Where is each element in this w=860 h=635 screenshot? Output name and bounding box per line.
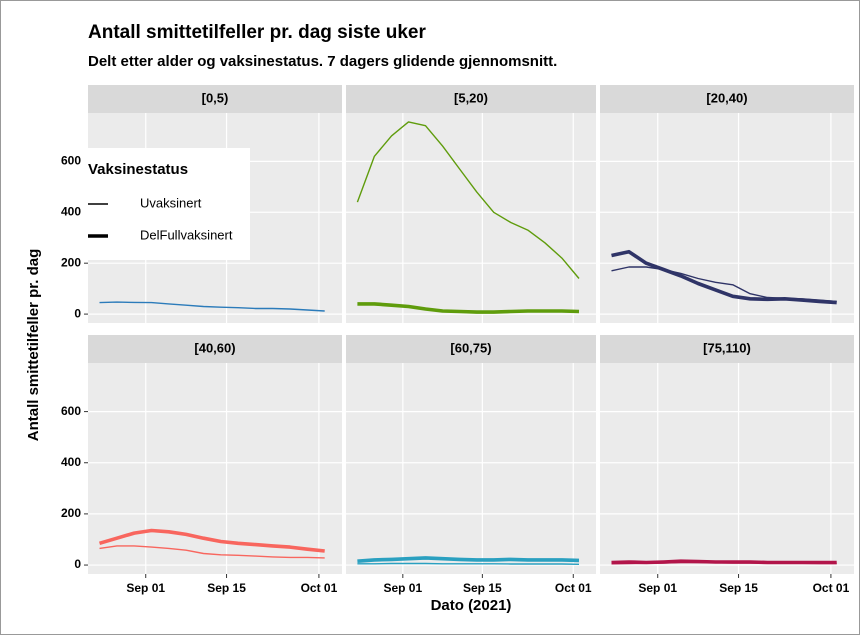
x-tick-label: Sep 15 — [719, 581, 758, 595]
facet-strip — [88, 85, 342, 113]
panel — [346, 363, 596, 574]
x-tick-label: Sep 01 — [383, 581, 422, 595]
chart-title: Antall smittetilfeller pr. dag siste uke… — [88, 22, 426, 43]
facet-label: [75,110) — [703, 340, 751, 355]
legend: Vaksinestatus Uvaksinert DelFullvaksinert — [82, 148, 250, 260]
y-tick-label: 200 — [61, 506, 81, 520]
series-line — [357, 562, 580, 565]
x-tick-label: Oct 01 — [301, 581, 338, 595]
series-line — [611, 249, 837, 305]
y-axis-label: Antall smittetilfeller pr. dag — [25, 249, 42, 442]
x-tick-label: Sep 01 — [126, 581, 165, 595]
series-line — [99, 301, 325, 312]
facet-strip — [346, 85, 596, 113]
legend-label: Uvaksinert — [140, 195, 202, 210]
series-line — [611, 559, 837, 565]
series-line — [356, 121, 580, 279]
series-line — [357, 556, 580, 563]
x-tick-label: Sep 15 — [463, 581, 502, 595]
panel — [346, 113, 596, 323]
x-tick-label: Oct 01 — [555, 581, 592, 595]
series-line — [99, 545, 325, 559]
facet-label: [5,20) — [454, 90, 488, 105]
panel — [600, 363, 854, 574]
y-tick-label: 400 — [61, 204, 81, 218]
facet-strip — [600, 85, 854, 113]
x-tick-label: Sep 15 — [207, 581, 246, 595]
series-line — [357, 302, 580, 314]
series-line — [98, 528, 325, 553]
y-tick-label: 0 — [74, 557, 81, 571]
legend-title: Vaksinestatus — [88, 161, 188, 178]
facet-strip — [346, 335, 596, 363]
facet-strip — [600, 335, 854, 363]
facet-label: [20,40) — [706, 90, 747, 105]
y-tick-label: 600 — [61, 154, 81, 168]
y-tick-label: 600 — [61, 404, 81, 418]
facet-label: [40,60) — [194, 340, 235, 355]
y-tick-label: 400 — [61, 455, 81, 469]
legend-label: DelFullvaksinert — [140, 227, 233, 242]
x-tick-label: Sep 01 — [638, 581, 677, 595]
x-tick-label: Oct 01 — [813, 581, 850, 595]
chart-subtitle: Delt etter alder og vaksinestatus. 7 dag… — [88, 53, 557, 70]
panel — [88, 363, 342, 574]
panel — [600, 113, 854, 323]
facet-label: [0,5) — [202, 90, 229, 105]
x-axis-label: Dato (2021) — [431, 597, 512, 614]
facet-strip — [88, 335, 342, 363]
legend-box — [82, 148, 250, 260]
y-tick-label: 200 — [61, 255, 81, 269]
y-tick-label: 0 — [74, 306, 81, 320]
facet-label: [60,75) — [450, 340, 491, 355]
